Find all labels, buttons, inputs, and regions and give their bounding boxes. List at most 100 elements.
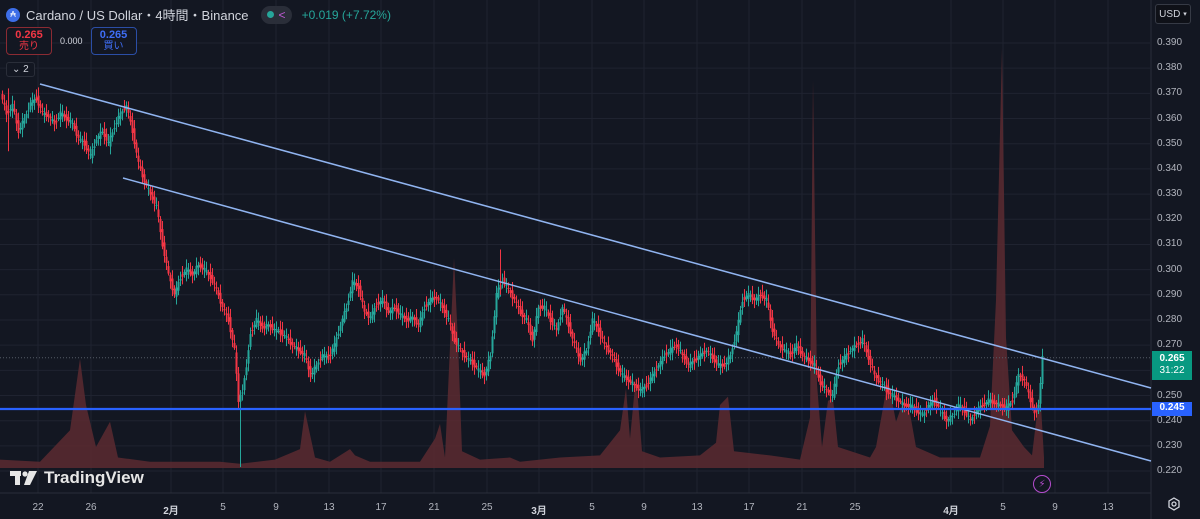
candle-body [881,383,884,386]
candle-body [797,346,800,348]
candle-body [989,399,992,403]
candle-body [699,353,702,360]
candle-body [589,331,592,338]
candle-body [635,384,638,389]
tradingview-logo[interactable]: TradingView [10,468,144,488]
candle-body [691,361,694,365]
price-axis-label: 0.330 [1157,188,1183,200]
candle-body [435,296,438,299]
candle-body [517,305,520,307]
candle-body [45,111,48,118]
candle-body [279,328,282,335]
candle-body [655,369,658,371]
time-axis-label: 25 [481,502,493,513]
candle-body [287,338,290,340]
candle-body [247,350,250,364]
candle-body [943,411,946,419]
candle-body [209,271,212,280]
candle-body [37,95,40,106]
candle-body [65,114,68,121]
candle-body [233,342,236,349]
candle-body [931,400,934,406]
candle-body [415,317,418,325]
symbol-title[interactable]: Cardano / US Dollar・4時間・Binance [26,8,249,23]
settings-gear-icon[interactable] [1167,497,1181,511]
candle-body [873,370,876,375]
candle-body [937,404,940,408]
candle-body [121,111,124,114]
candle-body [1017,374,1020,386]
currency-selector[interactable]: USD ▾ [1155,4,1191,24]
candle-body [875,375,878,379]
candle-body [1001,403,1004,408]
candle-body [805,356,808,360]
candle-body [579,353,582,362]
candle-body [353,281,356,285]
candle-body [869,355,872,365]
price-axis-label: 0.300 [1157,263,1183,275]
candle-body [1029,391,1032,403]
candle-body [867,349,870,360]
candle-body [407,318,410,321]
sell-button[interactable]: 0.265 売り [6,27,52,55]
candle-body [323,354,326,358]
candle-body [369,316,372,318]
candle-body [841,359,844,364]
candle-body [179,278,182,281]
candle-body [331,348,334,355]
candle-body [751,293,754,301]
candle-body [983,402,986,407]
candle-body [923,412,926,416]
candle-body [807,357,810,362]
candle-body [887,387,890,395]
status-badge[interactable]: < [260,5,292,24]
candle-body [687,363,690,365]
buy-label: 買い [103,41,124,52]
candle-body [61,113,64,117]
candle-body [789,350,792,358]
candle-body [649,377,652,384]
candle-body [865,345,868,353]
candle-body [787,352,790,354]
candle-body [519,305,522,315]
candle-body [829,389,832,396]
candle-body [657,365,660,369]
candle-body [405,315,408,322]
candle-body [57,117,60,119]
cardano-coin-icon: ₳ [6,7,20,22]
candle-body [535,316,538,333]
candle-body [605,345,608,348]
candle-body [483,372,486,377]
candle-body [89,154,92,156]
indicators-toggle[interactable]: ⌄ 2 [6,62,35,77]
candle-body [157,209,160,218]
candle-body [543,305,546,310]
candle-body [197,264,200,268]
candle-body [767,302,770,308]
trendline-lower-descending [122,177,1152,462]
candle-body [877,375,880,383]
lightning-icon[interactable]: ⚡ [1033,475,1051,493]
level-price: 0.245 [1159,402,1185,413]
candle-body [175,287,178,297]
candle-body [639,389,642,391]
candle-body [91,149,94,159]
candle-body [481,369,484,376]
candle-body [479,370,482,373]
price-axis-label: 0.350 [1157,137,1183,149]
price-axis-label: 0.220 [1157,465,1183,477]
candle-body [245,367,248,376]
candle-body [667,352,670,354]
bar-countdown: 31:22 [1159,365,1185,376]
candle-body [457,345,460,347]
candle-body [67,116,70,122]
candle-body [447,318,450,320]
candle-body [721,364,724,367]
candle-body [1019,375,1022,377]
buy-button[interactable]: 0.265 買い [90,27,137,55]
candle-body [469,359,472,362]
candle-body [621,373,624,375]
price-axis-label: 0.230 [1157,439,1183,451]
candle-body [813,363,816,367]
